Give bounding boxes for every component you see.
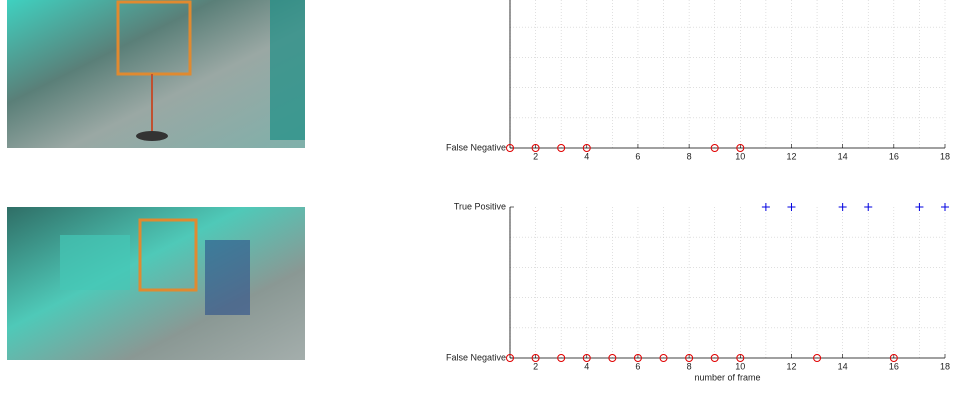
marker-circle bbox=[506, 354, 514, 362]
marker-circle bbox=[582, 144, 591, 152]
x-tick-label: 14 bbox=[838, 361, 848, 371]
x-tick-label: 4 bbox=[584, 151, 589, 161]
marker-circle bbox=[531, 354, 540, 362]
x-tick-label: 2 bbox=[533, 361, 538, 371]
marker-circle bbox=[582, 354, 591, 362]
marker-circle bbox=[531, 144, 540, 152]
marker-circle bbox=[685, 354, 694, 362]
x-axis-label: number of frame bbox=[694, 372, 760, 382]
x-tick-label: 14 bbox=[838, 151, 848, 161]
x-tick-label: 16 bbox=[889, 151, 899, 161]
x-tick-label: 12 bbox=[786, 151, 796, 161]
marker-plus bbox=[787, 203, 796, 211]
y-tick-label: False Negative bbox=[446, 142, 506, 152]
marker-plus bbox=[915, 203, 924, 211]
marker-plus bbox=[941, 203, 949, 211]
marker-circle bbox=[710, 354, 719, 362]
marker-circle bbox=[736, 354, 745, 362]
marker-plus bbox=[761, 203, 770, 211]
marker-circle bbox=[506, 144, 514, 152]
marker-plus bbox=[864, 203, 873, 211]
x-tick-label: 18 bbox=[940, 151, 950, 161]
marker-circle bbox=[659, 354, 668, 362]
camera-image bbox=[7, 0, 305, 148]
marker-circle bbox=[608, 354, 617, 362]
y-tick-label: True Positive bbox=[454, 0, 506, 1]
x-tick-label: 6 bbox=[635, 151, 640, 161]
marker-circle bbox=[633, 354, 642, 362]
y-tick-label: False Negative bbox=[446, 352, 506, 362]
marker-plus bbox=[838, 203, 847, 211]
marker-circle bbox=[736, 144, 745, 152]
x-tick-label: 10 bbox=[735, 151, 745, 161]
x-tick-label: 18 bbox=[940, 361, 950, 371]
marker-circle bbox=[710, 144, 719, 152]
x-tick-label: 8 bbox=[687, 361, 692, 371]
x-tick-label: 16 bbox=[889, 361, 899, 371]
x-tick-label: 8 bbox=[687, 151, 692, 161]
x-tick-label: 2 bbox=[533, 151, 538, 161]
marker-circle bbox=[557, 144, 566, 152]
x-tick-label: 10 bbox=[735, 361, 745, 371]
camera-image bbox=[7, 207, 305, 360]
marker-circle bbox=[557, 354, 566, 362]
marker-circle bbox=[889, 354, 898, 362]
x-tick-label: 4 bbox=[584, 361, 589, 371]
marker-circle bbox=[813, 354, 822, 362]
x-tick-label: 6 bbox=[635, 361, 640, 371]
x-tick-label: 12 bbox=[786, 361, 796, 371]
y-tick-label: True Positive bbox=[454, 201, 506, 211]
